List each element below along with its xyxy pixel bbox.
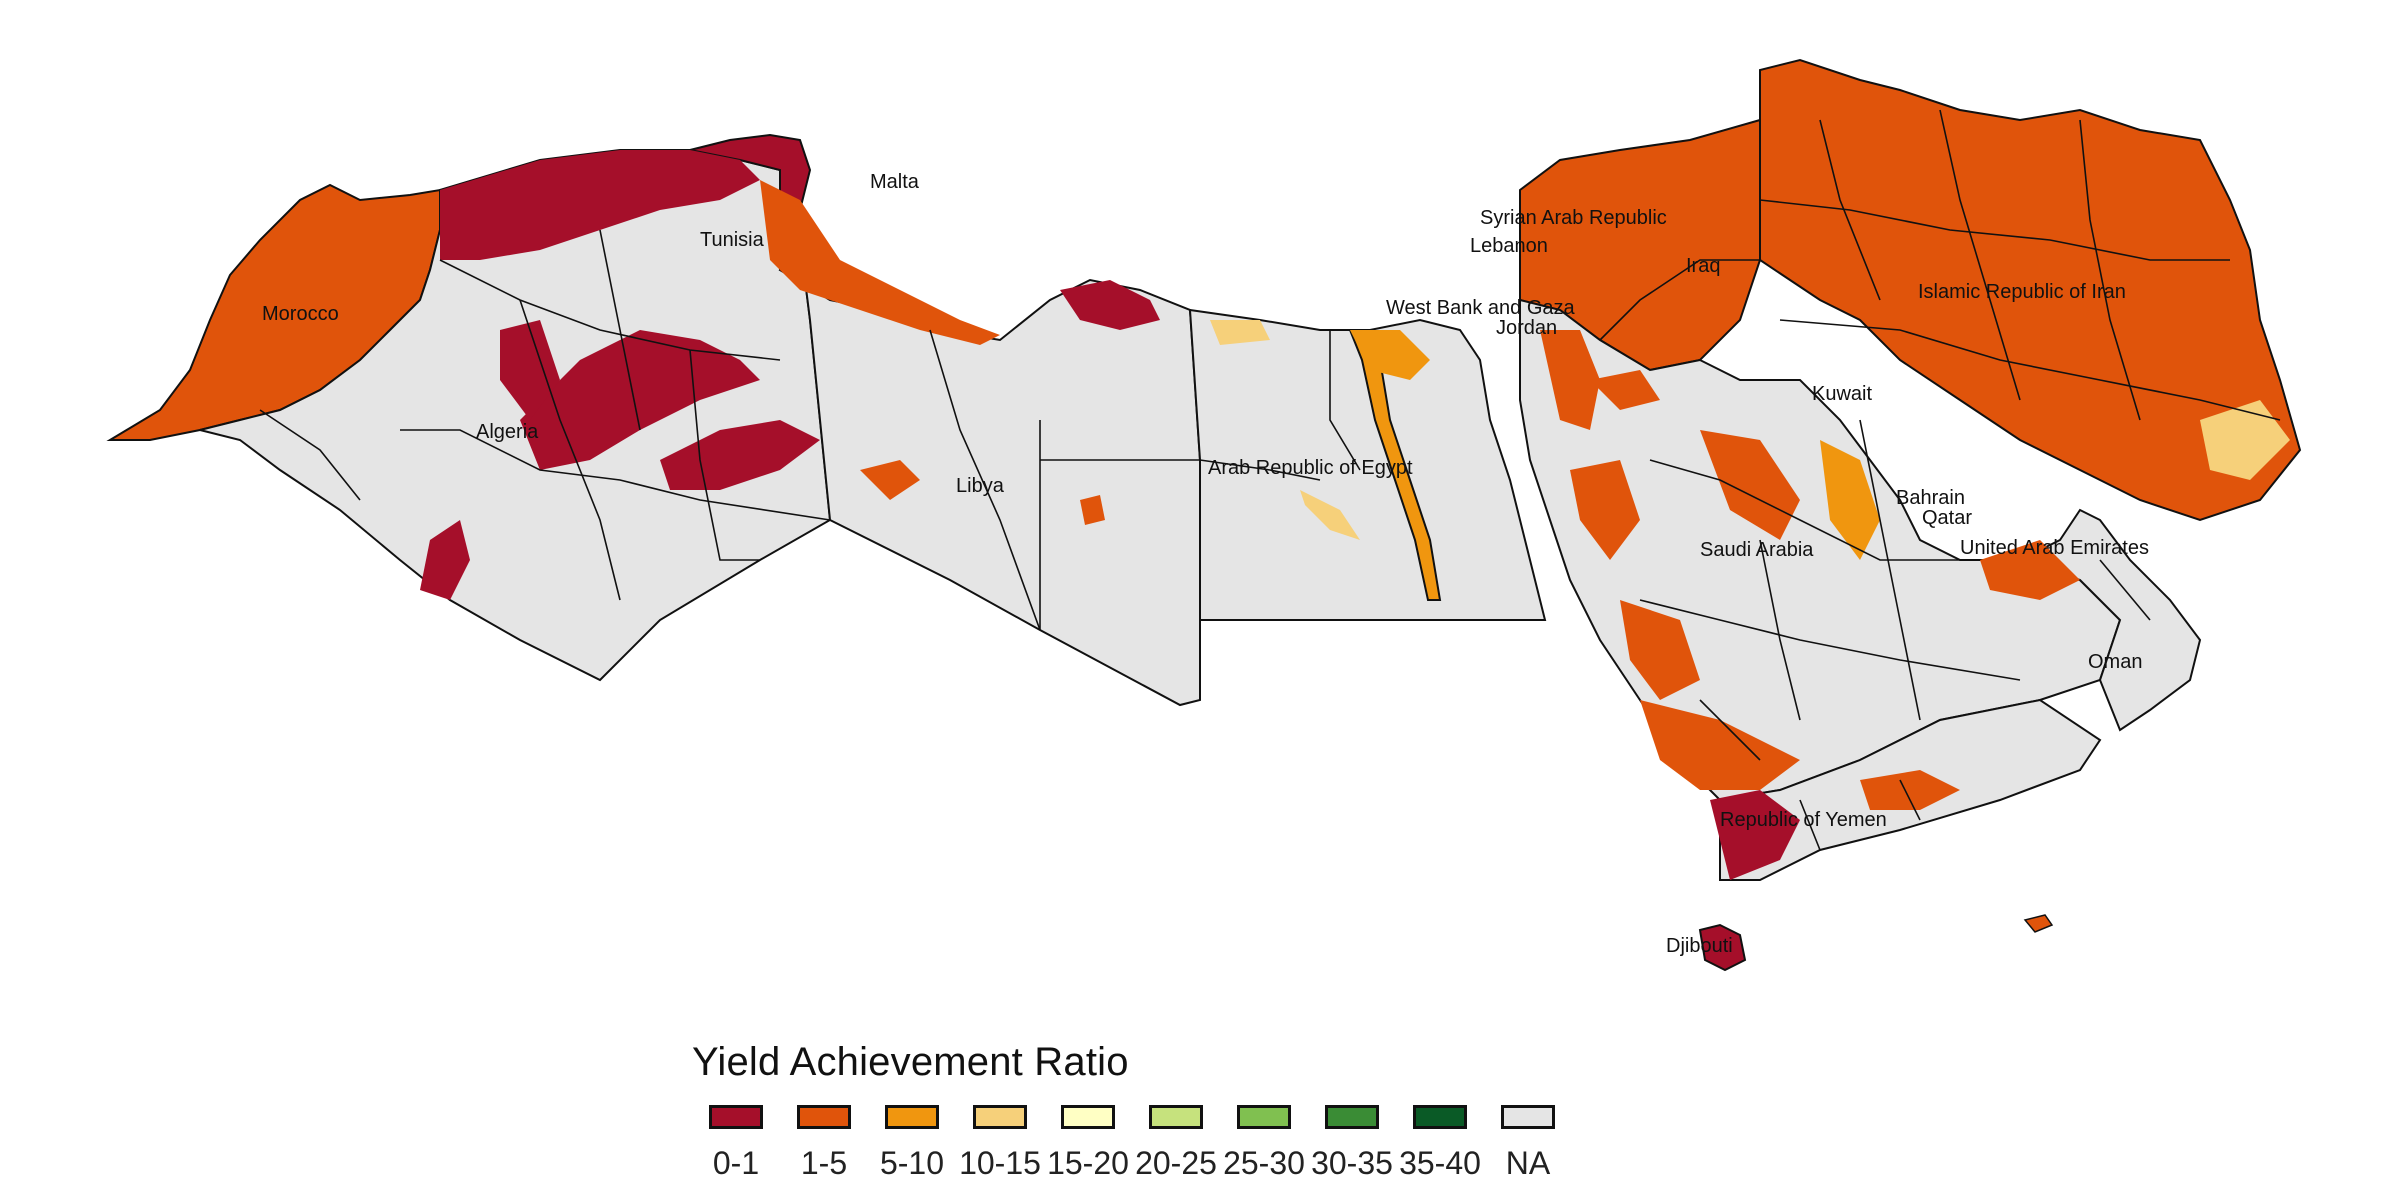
label-lebanon: Lebanon	[1470, 235, 1548, 257]
label-syria: Syrian Arab Republic	[1480, 207, 1667, 229]
nile-valley	[1349, 329, 1442, 601]
north-africa-region	[106, 133, 1547, 707]
legend-swatch	[709, 1105, 763, 1129]
legend-swatch	[1149, 1105, 1203, 1129]
label-tunisia: Tunisia	[700, 229, 765, 251]
middle-east-yield-patches	[1540, 330, 2290, 880]
label-morocco: Morocco	[262, 303, 339, 325]
legend-swatch	[1061, 1105, 1115, 1129]
legend-item: 30-35	[1308, 1105, 1396, 1182]
legend-item: NA	[1484, 1105, 1572, 1182]
legend-label: 10-15	[959, 1145, 1041, 1181]
label-malta: Malta	[870, 171, 920, 193]
label-kuwait: Kuwait	[1812, 383, 1872, 405]
legend-label: 35-40	[1399, 1145, 1481, 1181]
legend-item: 10-15	[956, 1105, 1044, 1182]
country-labels: Malta Morocco Algeria Tunisia Libya Arab…	[262, 171, 2149, 957]
label-algeria: Algeria	[476, 421, 539, 443]
legend-label: 25-30	[1223, 1145, 1305, 1181]
legend-item: 25-30	[1220, 1105, 1308, 1182]
middle-east-admin-borders	[1599, 109, 2281, 851]
island-patch	[2023, 914, 2054, 933]
country-egypt[interactable]	[1188, 308, 1547, 621]
legend-item: 0-1	[692, 1105, 780, 1182]
label-yemen: Republic of Yemen	[1720, 809, 1887, 831]
legend: 0-1 1-5 5-10 10-15 15-20 20-25 25-30 30-…	[692, 1105, 1572, 1182]
legend-swatch	[885, 1105, 939, 1129]
legend-label: 15-20	[1047, 1145, 1129, 1181]
legend-label: 30-35	[1311, 1145, 1393, 1181]
legend-swatch	[973, 1105, 1027, 1129]
label-libya: Libya	[956, 475, 1005, 497]
label-saudi-arabia: Saudi Arabia	[1700, 539, 1814, 561]
legend-title: Yield Achievement Ratio	[692, 1040, 1129, 1084]
legend-item: 20-25	[1132, 1105, 1220, 1182]
legend-label: 0-1	[712, 1145, 760, 1181]
legend-swatch	[797, 1105, 851, 1129]
label-iran: Islamic Republic of Iran	[1918, 281, 2126, 303]
legend-label: 1-5	[800, 1145, 848, 1181]
label-bahrain: Bahrain	[1896, 487, 1965, 509]
legend-swatch	[1501, 1105, 1555, 1129]
country-iran[interactable]	[1759, 58, 2302, 522]
label-qatar: Qatar	[1922, 507, 1972, 529]
legend-item: 15-20	[1044, 1105, 1132, 1182]
legend-item: 5-10	[868, 1105, 956, 1182]
legend-swatch	[1237, 1105, 1291, 1129]
country-djibouti[interactable]	[1698, 923, 1747, 972]
legend-label: 20-25	[1135, 1145, 1217, 1181]
label-jordan: Jordan	[1496, 317, 1557, 339]
label-west-bank-gaza: West Bank and Gaza	[1386, 297, 1576, 319]
label-oman: Oman	[2088, 651, 2142, 673]
label-iraq: Iraq	[1686, 255, 1720, 277]
north-africa-yield-patches	[420, 150, 1430, 600]
legend-item: 1-5	[780, 1105, 868, 1182]
legend-swatch	[1413, 1105, 1467, 1129]
legend-label: 5-10	[879, 1145, 945, 1181]
label-egypt: Arab Republic of Egypt	[1208, 457, 1413, 479]
north-africa-admin-borders	[259, 229, 1361, 631]
yield-map: Malta Morocco Algeria Tunisia Libya Arab…	[106, 58, 2302, 972]
label-uae: United Arab Emirates	[1960, 537, 2149, 559]
label-djibouti: Djibouti	[1666, 935, 1733, 957]
legend-item: 35-40	[1396, 1105, 1484, 1182]
legend-swatch	[1325, 1105, 1379, 1129]
legend-label: NA	[1505, 1145, 1551, 1181]
